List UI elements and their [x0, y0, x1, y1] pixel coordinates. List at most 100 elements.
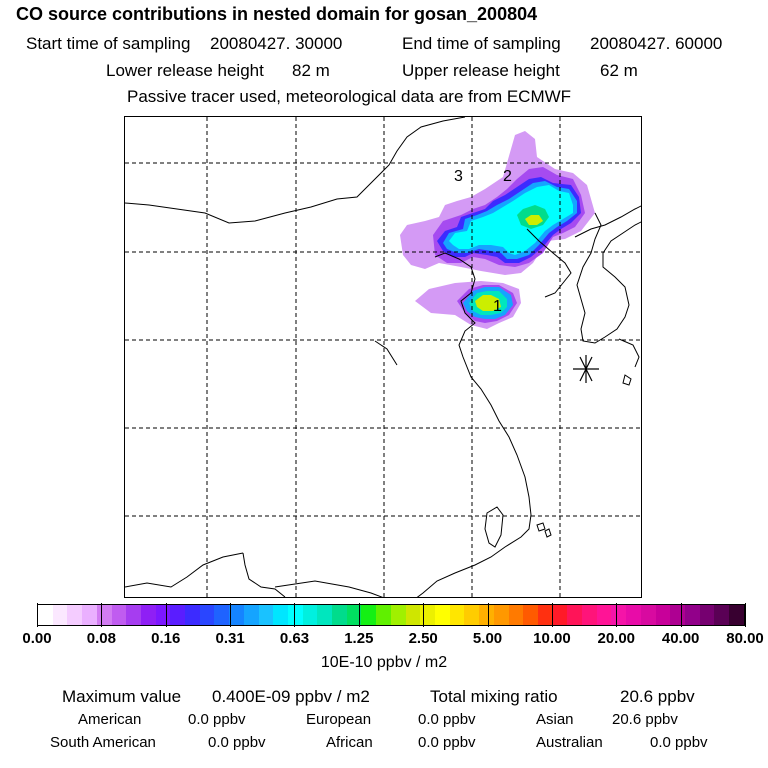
plume-north [400, 131, 595, 275]
colorbar-segment [479, 605, 494, 625]
colorbar-tick [423, 603, 425, 627]
colorbar-segment [729, 605, 744, 625]
colorbar-label: 0.00 [22, 630, 52, 647]
colorbar-segment [714, 605, 730, 625]
colorbar-segment [567, 605, 583, 625]
colorbar-tick [230, 603, 232, 627]
colorbar-label: 0.08 [86, 630, 116, 647]
colorbar-label: 2.50 [408, 630, 438, 647]
colorbar [37, 604, 745, 626]
colorbar-segment [626, 605, 641, 625]
colorbar-segment [508, 605, 524, 625]
colorbar-tick [616, 603, 618, 627]
lower-height-value: 82 m [292, 61, 330, 80]
colorbar-segment [140, 605, 156, 625]
region-south-american-value: 0.0 ppbv [208, 734, 266, 751]
colorbar-segment [376, 605, 391, 625]
colorbar-label: 1.25 [344, 630, 374, 647]
colorbar-segment [640, 605, 656, 625]
end-time-label: End time of sampling [402, 34, 561, 53]
colorbar-label: 0.31 [215, 630, 245, 647]
region-african-value: 0.0 ppbv [418, 734, 476, 751]
region-asian-value: 20.6 ppbv [612, 711, 678, 728]
colorbar-label: 5.00 [472, 630, 503, 647]
colorbar-segment [611, 605, 627, 625]
end-time-value: 20080427. 60000 [590, 34, 723, 53]
colorbar-tick [37, 603, 38, 627]
colorbar-label: 0.16 [151, 630, 181, 647]
colorbar-segment [199, 605, 215, 625]
upper-height-label: Upper release height [402, 61, 560, 80]
map-svg: 3 2 1 [125, 117, 641, 597]
colorbar-label: 10.00 [533, 630, 571, 647]
upper-height-value: 62 m [600, 61, 638, 80]
marker-3: 3 [454, 168, 463, 185]
colorbar-segment [537, 605, 553, 625]
colorbar-segment [670, 605, 685, 625]
colorbar-segment [214, 605, 230, 625]
colorbar-segment [405, 605, 421, 625]
colorbar-segment [185, 605, 200, 625]
colorbar-segment [155, 605, 171, 625]
region-asian-name: Asian [536, 711, 574, 728]
region-american-value: 0.0 ppbv [188, 711, 246, 728]
map-panel: 3 2 1 [124, 116, 642, 598]
colorbar-segment [229, 605, 244, 625]
colorbar-segment [126, 605, 141, 625]
colorbar-segment [582, 605, 597, 625]
colorbar-segment [699, 605, 715, 625]
colorbar-segment [82, 605, 97, 625]
colorbar-segment [596, 605, 612, 625]
colorbar-segment [523, 605, 538, 625]
colorbar-label: 20.00 [597, 630, 636, 647]
colorbar-segment [684, 605, 700, 625]
colorbar-segment [243, 605, 259, 625]
colorbar-segment [464, 605, 480, 625]
total-mixing-value: 20.6 ppbv [620, 687, 695, 706]
colorbar-tick [487, 603, 489, 627]
region-australian-name: Australian [536, 734, 603, 751]
colorbar-tick [680, 603, 682, 627]
colorbar-tick [294, 603, 296, 627]
colorbar-segment [332, 605, 347, 625]
colorbar-segment [655, 605, 671, 625]
colorbar-segment [258, 605, 274, 625]
colorbar-tick [101, 603, 103, 627]
total-mixing-label: Total mixing ratio [430, 687, 558, 706]
colorbar-segment [38, 605, 53, 625]
region-south-american-name: South American [50, 734, 156, 751]
plume-south [415, 281, 521, 329]
colorbar-segment [552, 605, 568, 625]
tracer-note: Passive tracer used, meteorological data… [127, 87, 572, 106]
colorbar-segment [317, 605, 333, 625]
marker-2: 2 [503, 168, 512, 185]
region-european-name: European [306, 711, 372, 728]
region-european-value: 0.0 ppbv [418, 711, 476, 728]
colorbar-label: 80.00 [726, 630, 764, 647]
colorbar-segment [361, 605, 377, 625]
colorbar-tick [551, 603, 553, 627]
colorbar-segment [52, 605, 68, 625]
region-american-name: American [78, 711, 142, 728]
colorbar-segment [493, 605, 509, 625]
max-value: 0.400E-09 ppbv / m2 [212, 687, 370, 706]
plot-title: CO source contributions in nested domain… [16, 4, 538, 24]
marker-1: 1 [493, 298, 502, 315]
lat-lon-grid [125, 117, 641, 597]
colorbar-segment [449, 605, 465, 625]
colorbar-tick [165, 603, 167, 627]
region-african-name: African [326, 734, 373, 751]
colorbar-segment [346, 605, 362, 625]
colorbar-segment [302, 605, 318, 625]
lower-height-label: Lower release height [106, 61, 264, 80]
colorbar-tick [745, 603, 746, 627]
start-time-value: 20080427. 30000 [210, 34, 343, 53]
colorbar-segment [170, 605, 186, 625]
colorbar-unit: 10E-10 ppbv / m2 [320, 654, 448, 671]
start-time-label: Start time of sampling [26, 34, 191, 53]
colorbar-segment [434, 605, 450, 625]
colorbar-segment [111, 605, 127, 625]
colorbar-segment [390, 605, 406, 625]
colorbar-segment [273, 605, 288, 625]
region-australian-value: 0.0 ppbv [650, 734, 708, 751]
